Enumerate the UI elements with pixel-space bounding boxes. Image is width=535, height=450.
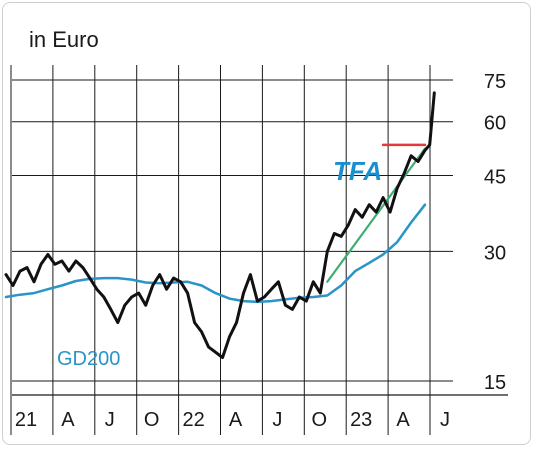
- unit-label: in Euro: [29, 27, 99, 52]
- y-tick-label: 30: [484, 242, 506, 264]
- price-line: [4, 91, 436, 360]
- x-tick-label: O: [312, 409, 328, 431]
- x-tick-label: A: [396, 409, 410, 431]
- chart-frame: in Euro 75 60 45 30 15 21 A J O 22 A J O 23 A J TFA GD200: [2, 2, 531, 445]
- y-tick-label: 15: [484, 372, 506, 394]
- x-tick-label: J: [272, 409, 282, 431]
- x-tick-label: A: [229, 409, 243, 431]
- x-tick-label: 22: [182, 409, 204, 431]
- trend-label: TFA: [333, 156, 382, 186]
- x-tick-label: 21: [15, 409, 37, 431]
- gd200-line: [4, 203, 427, 304]
- x-tick-label: 23: [350, 409, 372, 431]
- y-tick-label: 60: [484, 113, 506, 135]
- gd200-label: GD200: [57, 348, 120, 370]
- x-tick-label: A: [61, 409, 75, 431]
- trend-line: [326, 147, 427, 283]
- x-tick-label: J: [105, 409, 115, 431]
- y-tick-label: 75: [484, 71, 506, 93]
- y-tick-label: 45: [484, 167, 506, 189]
- x-tick-label: O: [144, 409, 160, 431]
- x-tick-label: J: [440, 409, 450, 431]
- price-chart: 75 60 45 30 15 21 A J O 22 A J O 23 A J TFA GD200: [4, 65, 508, 435]
